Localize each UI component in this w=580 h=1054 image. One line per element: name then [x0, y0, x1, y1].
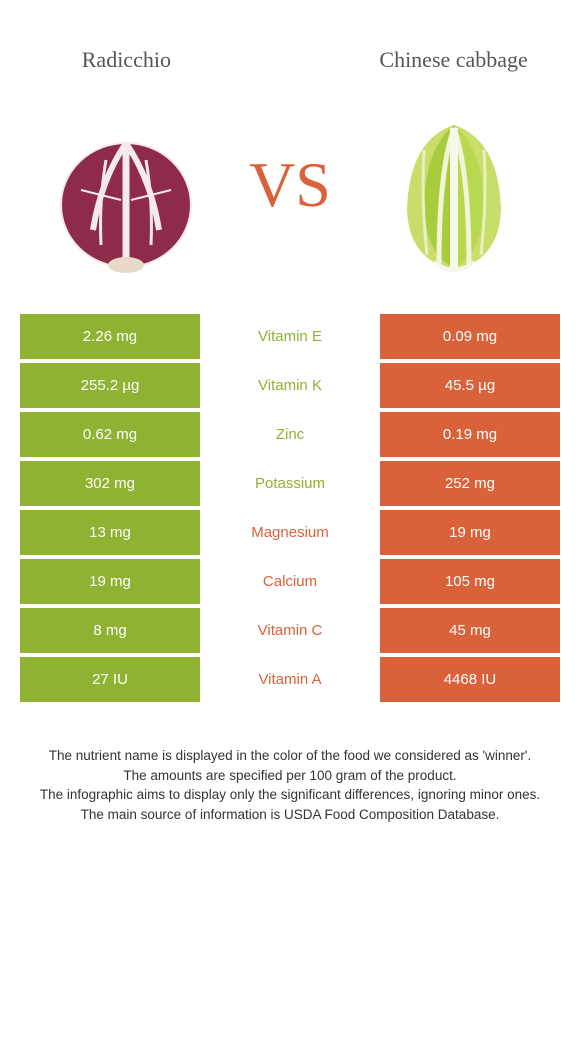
- right-value-cell: 19 mg: [380, 510, 560, 555]
- nutrient-name-cell: Vitamin E: [200, 314, 380, 359]
- nutrient-name-cell: Calcium: [200, 559, 380, 604]
- nutrient-row: 13 mgMagnesium19 mg: [20, 510, 560, 555]
- nutrient-row: 2.26 mgVitamin E0.09 mg: [20, 314, 560, 359]
- nutrient-name-cell: Vitamin K: [200, 363, 380, 408]
- nutrient-name-cell: Vitamin A: [200, 657, 380, 702]
- left-food-title: Radicchio: [82, 30, 171, 90]
- nutrient-table: 2.26 mgVitamin E0.09 mg255.2 µgVitamin K…: [20, 310, 560, 706]
- left-value-cell: 302 mg: [20, 461, 200, 506]
- right-food-title: Chinese cabbage: [379, 30, 527, 90]
- right-value-cell: 45 mg: [380, 608, 560, 653]
- right-value-cell: 105 mg: [380, 559, 560, 604]
- nutrient-row: 27 IUVitamin A4468 IU: [20, 657, 560, 702]
- nutrient-name-cell: Vitamin C: [200, 608, 380, 653]
- nutrient-row: 302 mgPotassium252 mg: [20, 461, 560, 506]
- nutrient-row: 8 mgVitamin C45 mg: [20, 608, 560, 653]
- right-value-cell: 0.19 mg: [380, 412, 560, 457]
- footer-notes: The nutrient name is displayed in the co…: [20, 746, 560, 824]
- left-value-cell: 8 mg: [20, 608, 200, 653]
- left-value-cell: 27 IU: [20, 657, 200, 702]
- right-value-cell: 252 mg: [380, 461, 560, 506]
- left-value-cell: 255.2 µg: [20, 363, 200, 408]
- left-value-cell: 2.26 mg: [20, 314, 200, 359]
- nutrient-name-cell: Zinc: [200, 412, 380, 457]
- left-food-column: Radicchio: [36, 30, 216, 280]
- radicchio-image: [51, 110, 201, 280]
- footer-line: The nutrient name is displayed in the co…: [20, 746, 560, 766]
- right-food-column: Chinese cabbage: [364, 30, 544, 280]
- nutrient-row: 255.2 µgVitamin K45.5 µg: [20, 363, 560, 408]
- left-value-cell: 19 mg: [20, 559, 200, 604]
- footer-line: The main source of information is USDA F…: [20, 805, 560, 825]
- nutrient-name-cell: Magnesium: [200, 510, 380, 555]
- left-value-cell: 13 mg: [20, 510, 200, 555]
- footer-line: The infographic aims to display only the…: [20, 785, 560, 805]
- footer-line: The amounts are specified per 100 gram o…: [20, 766, 560, 786]
- right-value-cell: 0.09 mg: [380, 314, 560, 359]
- chinese-cabbage-image: [379, 110, 529, 280]
- nutrient-row: 19 mgCalcium105 mg: [20, 559, 560, 604]
- comparison-header: Radicchio VS Chinese cabbage: [0, 0, 580, 290]
- nutrient-row: 0.62 mgZinc0.19 mg: [20, 412, 560, 457]
- nutrient-name-cell: Potassium: [200, 461, 380, 506]
- left-value-cell: 0.62 mg: [20, 412, 200, 457]
- vs-label: VS: [249, 148, 331, 222]
- right-value-cell: 4468 IU: [380, 657, 560, 702]
- right-value-cell: 45.5 µg: [380, 363, 560, 408]
